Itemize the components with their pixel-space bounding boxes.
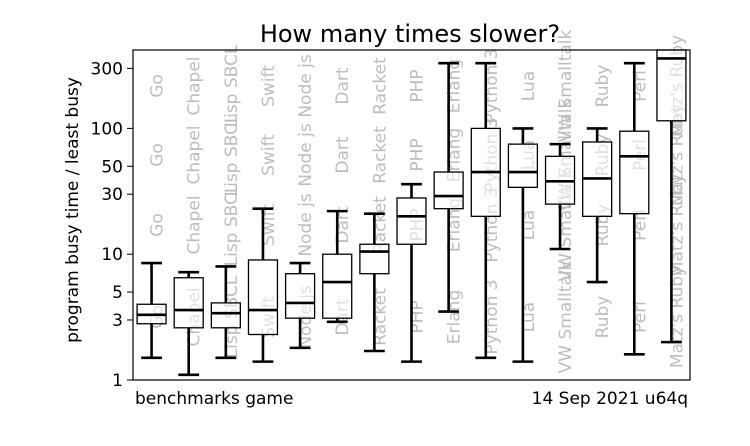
watermark-label: VW Smalltalk — [556, 29, 576, 142]
y-axis-label: program busy time / least busy — [63, 77, 83, 343]
chart-title: How many times slower? — [260, 20, 560, 48]
box-erlang — [433, 61, 464, 313]
boxes — [136, 49, 687, 377]
watermark-label: Node js — [296, 123, 316, 186]
box-chapel — [173, 270, 204, 377]
interquartile-box — [619, 130, 650, 215]
y-tick-label: 3 — [112, 311, 123, 331]
box-go — [136, 261, 167, 360]
box-lisp-sbcl — [210, 265, 241, 360]
interquartile-box — [173, 277, 204, 329]
watermark-label: PHP — [408, 69, 428, 102]
watermark-label: Lua — [519, 71, 539, 101]
y-tick-label: 5 — [112, 283, 123, 303]
box-dart — [322, 209, 353, 324]
watermark-label: Ruby — [593, 296, 613, 339]
y-tick-label: 100 — [91, 119, 123, 139]
interquartile-box — [433, 171, 464, 210]
footer-right-label: 14 Sep 2021 u64q — [532, 389, 688, 409]
watermark-label: Go — [148, 143, 168, 167]
interquartile-box — [322, 253, 353, 319]
watermark-label: Chapel — [185, 56, 205, 115]
interquartile-box — [656, 49, 687, 122]
interquartile-box — [284, 273, 316, 319]
box-python-3 — [470, 61, 501, 360]
watermark-label: Go — [148, 74, 168, 98]
box-lua — [507, 127, 539, 363]
interquartile-box — [396, 197, 427, 245]
box-php — [396, 182, 427, 363]
box-node-js — [284, 261, 316, 350]
watermark-label: Node js — [296, 193, 316, 256]
footer-left-label: benchmarks game — [135, 389, 293, 409]
interquartile-box — [210, 302, 241, 329]
box-racket — [359, 212, 390, 353]
watermark-label: Go — [148, 213, 168, 237]
watermark-label: PHP — [408, 138, 428, 171]
watermark-label: Lisp SBCL — [222, 113, 242, 196]
watermark-label: Ruby — [593, 65, 613, 108]
watermark-label: Chapel — [185, 195, 205, 254]
watermark-label: Node js — [296, 54, 316, 117]
watermark-label: Dart — [333, 67, 353, 104]
y-tick-label: 10 — [101, 245, 123, 265]
y-tick-label: 1 — [112, 371, 123, 391]
watermark-label: VW Smalltalk — [556, 260, 576, 373]
interquartile-box — [507, 143, 539, 188]
watermark-label: Lisp SBCL — [222, 183, 242, 266]
watermark-label: Lisp SBCL — [222, 44, 242, 127]
watermark-label: Swift — [259, 65, 279, 107]
interquartile-box — [247, 259, 279, 336]
y-tick-label: 50 — [101, 157, 123, 177]
y-tick-label: 300 — [91, 59, 123, 79]
y-tick-label: 30 — [101, 185, 123, 205]
box-swift — [247, 207, 279, 363]
watermark-label: Dart — [333, 136, 353, 173]
box-vw-smalltalk — [544, 142, 576, 251]
box-ruby — [582, 127, 613, 284]
watermark-label: Chapel — [185, 125, 205, 184]
interquartile-box — [359, 243, 390, 275]
watermark-label: Swift — [259, 134, 279, 176]
plot-frame — [132, 49, 691, 381]
box-matz-s-ruby — [656, 49, 687, 344]
y-axis: 1 3 5 10 30 50 100 300 — [91, 59, 133, 391]
watermark-label: Racket — [370, 57, 390, 115]
watermark-label: Racket — [370, 126, 390, 184]
box-perl — [619, 61, 650, 356]
